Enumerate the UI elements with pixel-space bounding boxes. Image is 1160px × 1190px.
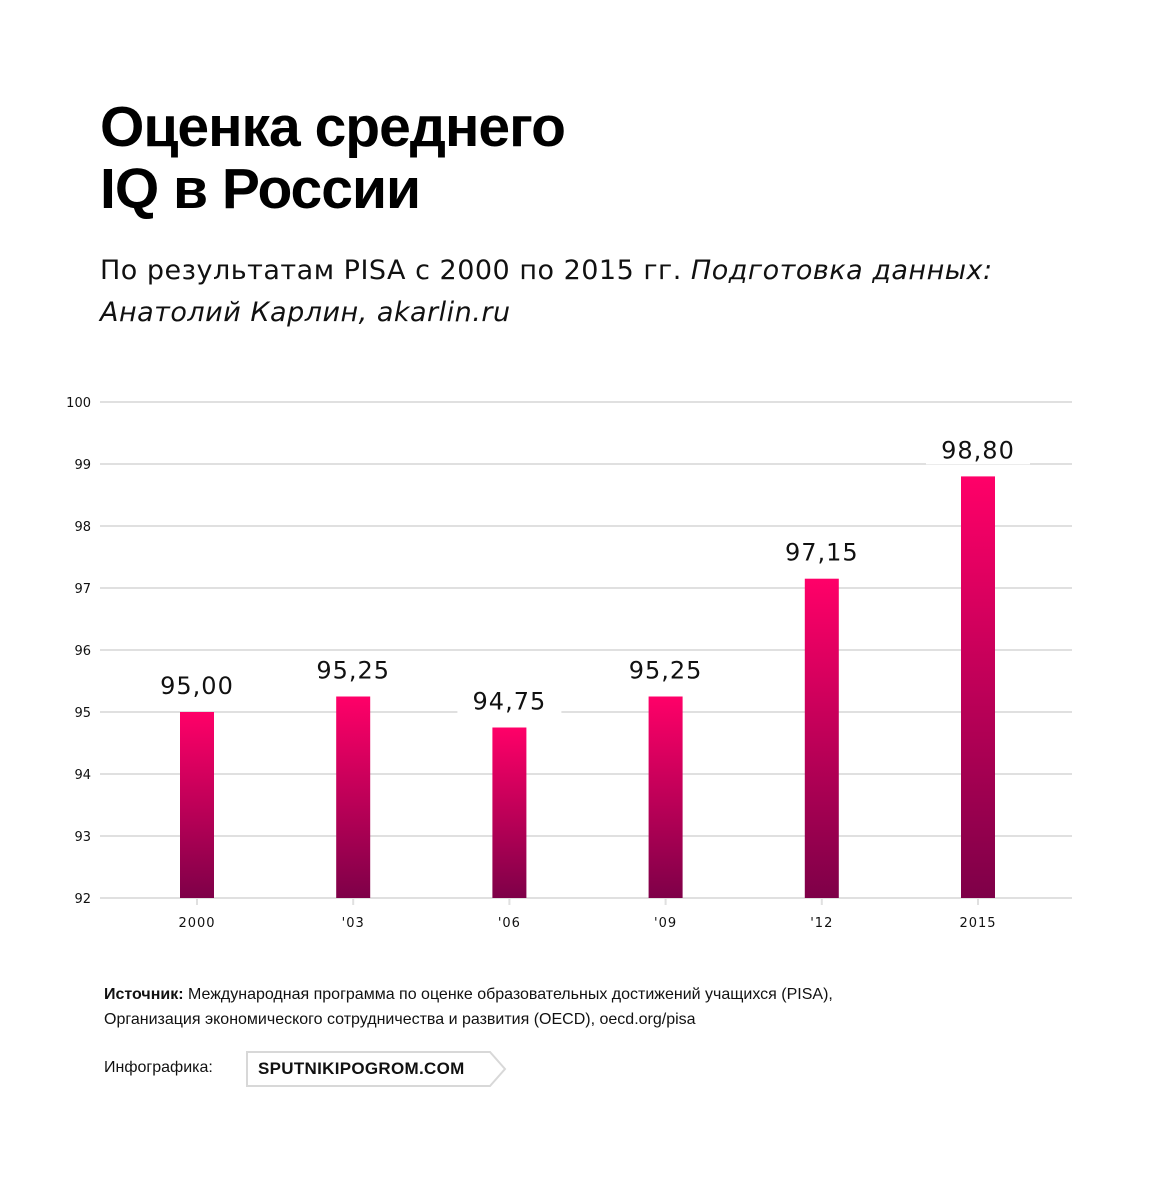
bar	[961, 476, 995, 898]
bars	[180, 476, 995, 898]
x-tick-label: 2000	[178, 916, 215, 931]
bar	[180, 712, 214, 898]
chart-subtitle: По результатам PISA с 2000 по 2015 гг. П…	[100, 250, 1020, 334]
data-label: 95,25	[316, 657, 390, 685]
data-label-background	[613, 654, 718, 685]
source-note: Источник: Международная программа по оце…	[104, 982, 1004, 1032]
data-label-background	[769, 536, 874, 567]
source-text-2: Организация экономического сотрудничеств…	[104, 1011, 696, 1028]
y-tick-label: 95	[74, 706, 91, 721]
y-axis-ticks: 92 93 94 95 96 97 98 99 100	[66, 396, 91, 907]
x-axis-ticks: 2000 '03 '06 '09 '12 2015	[178, 898, 996, 931]
y-tick-label: 99	[74, 458, 91, 473]
y-tick-label: 97	[74, 582, 91, 597]
data-labels: 95,00 95,25 94,75 95,25 97,15 98,80	[145, 434, 1030, 716]
data-label-background	[457, 685, 562, 716]
data-label: 98,80	[941, 436, 1015, 464]
gridlines	[100, 401, 1072, 899]
y-tick-label: 98	[74, 520, 91, 535]
subtitle-text: По результатам PISA с 2000 по 2015 гг.	[100, 255, 691, 286]
data-label: 94,75	[473, 688, 547, 716]
bar	[648, 696, 683, 898]
data-label: 95,25	[629, 657, 703, 685]
y-tick-label: 94	[74, 768, 91, 783]
x-tick-label: '09	[654, 916, 677, 931]
x-tick-label: '03	[342, 916, 365, 931]
bar	[804, 578, 839, 898]
logo-arrow-box[interactable]	[246, 1051, 508, 1087]
title-line-1: Оценка среднего	[100, 95, 566, 159]
y-tick-label: 92	[74, 892, 91, 907]
subtitle-credit: Подготовка данных: Анатолий Карлин, akar…	[100, 255, 993, 328]
y-tick-label: 93	[74, 830, 91, 845]
data-label-background	[926, 434, 1030, 465]
source-label: Источник:	[104, 986, 184, 1003]
logo-sputnikipogrom[interactable]: SPUTNIKIPOGROM.COM	[258, 1059, 465, 1078]
data-label-background	[145, 670, 249, 700]
x-tick-label: '12	[810, 916, 833, 931]
x-tick-label: '06	[498, 916, 521, 931]
bar	[336, 696, 371, 898]
data-label: 95,00	[160, 672, 234, 700]
x-tick-label: 2015	[959, 916, 996, 931]
chart-title: Оценка среднего IQ в России	[100, 95, 566, 221]
bar-chart: 92 93 94 95 96 97 98 99 100 2000 '03 '06 '09 '12 2015…	[66, 396, 1072, 931]
y-tick-label: 100	[66, 396, 91, 411]
data-label-background	[301, 654, 406, 685]
title-line-2: IQ в России	[100, 157, 421, 221]
data-label: 97,15	[785, 539, 859, 567]
source-text-1: Международная программа по оценке образо…	[183, 986, 833, 1003]
infographic-credit-label: Инфографика:	[104, 1059, 213, 1076]
bar	[492, 727, 527, 898]
y-tick-label: 96	[74, 644, 91, 659]
